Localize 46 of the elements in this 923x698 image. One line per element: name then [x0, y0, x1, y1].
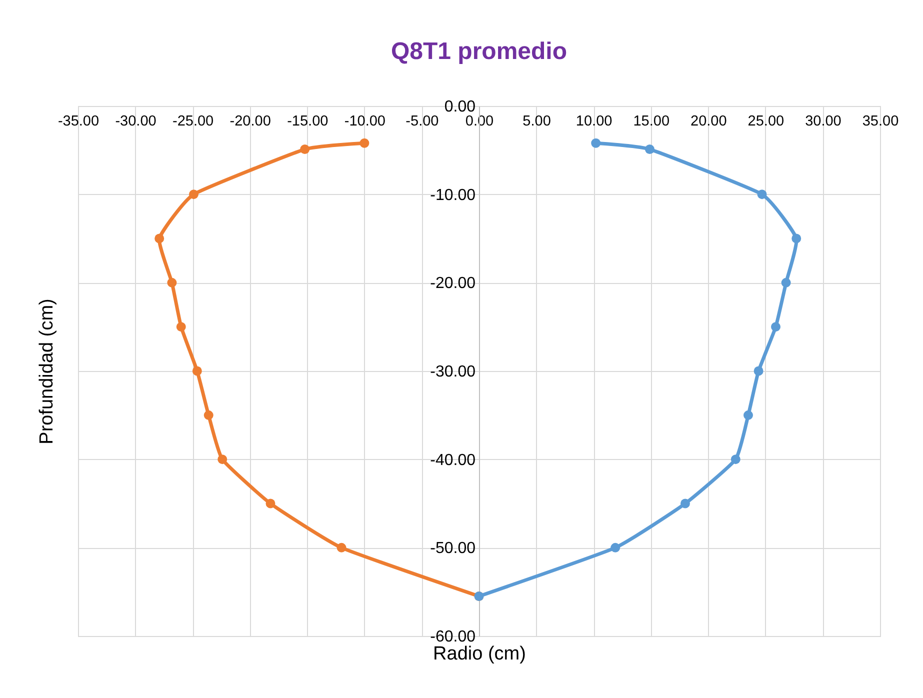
point [336, 542, 346, 552]
point [218, 454, 228, 464]
point [757, 190, 767, 200]
y-tick-label: -50.00 [430, 540, 476, 558]
point [188, 190, 198, 200]
y-axis-title: Profundidad (cm) [36, 298, 58, 444]
chart-title: Q8T1 promedio [390, 38, 568, 65]
point [167, 278, 177, 288]
point [204, 410, 214, 420]
x-tick-label: -20.00 [230, 114, 271, 130]
x-tick-label: 10.00 [576, 114, 612, 130]
point [176, 322, 186, 332]
point [610, 542, 620, 552]
y-tick-label: -10.00 [430, 186, 476, 204]
point [360, 138, 370, 148]
x-tick-label: 30.00 [805, 114, 842, 130]
x-axis-title: Radio (cm) [433, 644, 526, 664]
x-tick-label: -35.00 [58, 114, 100, 130]
point [644, 144, 654, 154]
x-tick-label: -5.00 [406, 114, 439, 130]
point [300, 144, 310, 154]
point [680, 498, 690, 508]
point [781, 278, 791, 288]
point [730, 454, 740, 464]
x-tick-label: 5.00 [522, 114, 551, 130]
point [266, 498, 276, 508]
x-tick-label: -15.00 [287, 114, 328, 130]
x-tick-label: 35.00 [862, 114, 899, 130]
x-tick-label: -10.00 [344, 114, 386, 130]
x-tick-label: 15.00 [633, 114, 670, 130]
y-tick-label: -30.00 [430, 364, 476, 380]
point [744, 410, 753, 420]
x-tick-label: -25.00 [172, 114, 214, 130]
y-tick-label: -20.00 [430, 275, 476, 292]
point [770, 322, 780, 332]
x-tick-label: 20.00 [690, 114, 727, 130]
point [754, 366, 764, 376]
y-tick-label: -60.00 [430, 628, 476, 646]
x-tick-label: 25.00 [748, 114, 784, 130]
point [154, 234, 164, 244]
point [591, 138, 601, 148]
y-tick-label: -40.00 [430, 452, 476, 469]
point [792, 234, 802, 244]
x-tick-label: -30.00 [115, 114, 156, 130]
point [192, 366, 202, 376]
y-tick-label: 0.00 [444, 98, 476, 116]
